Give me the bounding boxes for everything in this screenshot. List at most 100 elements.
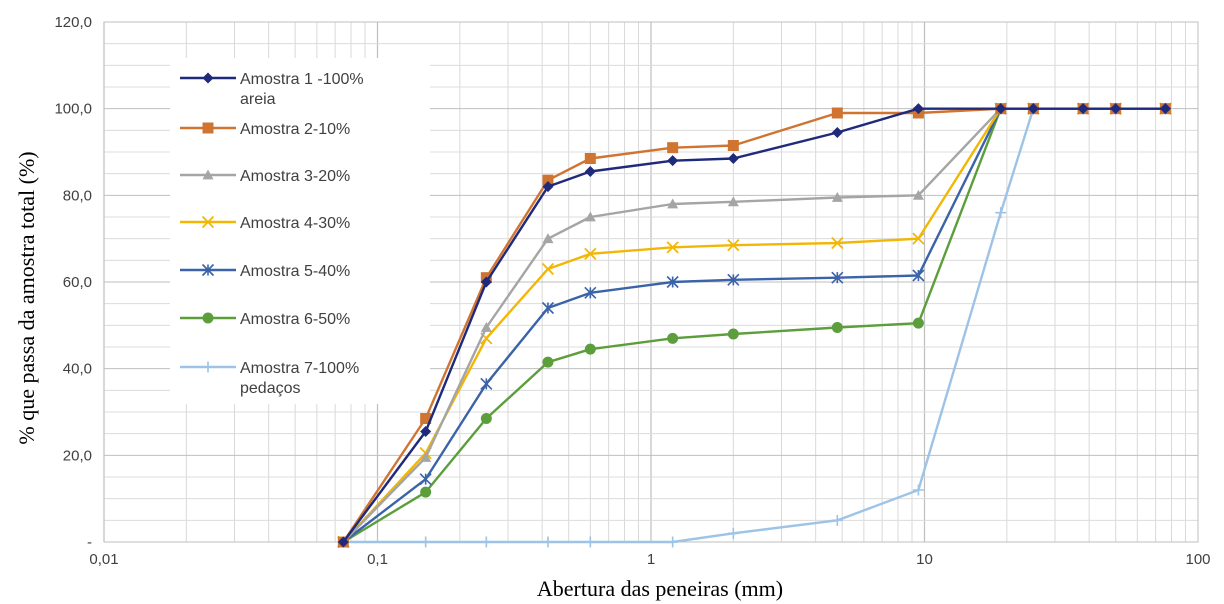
legend-item: Amostra 2-10%: [180, 121, 350, 138]
data-point: [1110, 103, 1122, 115]
data-point: [727, 140, 739, 151]
data-point: [542, 536, 554, 548]
data-point: [584, 247, 597, 260]
data-point: [831, 514, 843, 526]
data-point: [831, 322, 843, 333]
legend-item: Amostra 3-20%: [180, 168, 350, 185]
data-point: [727, 273, 740, 286]
data-point: [667, 142, 679, 154]
data-point: [541, 301, 555, 315]
legend-item: Amostra 6-50%: [180, 311, 350, 328]
y-tick-label: 40,0: [63, 361, 92, 378]
legend-box: [170, 58, 430, 404]
data-point: [727, 239, 740, 252]
data-point: [831, 236, 844, 250]
x-axis-ticks: 0,01 0,1 1 10 100: [89, 551, 1210, 568]
data-point: [667, 155, 679, 167]
data-point: [995, 103, 1007, 115]
data-point: [584, 153, 596, 164]
data-point: [667, 332, 679, 344]
data-point: [584, 286, 597, 299]
legend-label: Amostra 7-100% pedaços: [240, 360, 359, 397]
series-line: [342, 107, 1166, 543]
x-tick-label: 0,01: [89, 551, 118, 568]
data-point: [420, 486, 432, 498]
y-tick-label: 20,0: [63, 447, 92, 464]
legend-marker: [202, 72, 214, 84]
legend-marker: [202, 122, 214, 134]
data-point: [912, 317, 924, 329]
data-point: [912, 484, 924, 496]
legend-marker: [201, 263, 215, 277]
data-point: [480, 536, 492, 548]
data-point: [584, 211, 596, 222]
legend-label: Amostra 3-20%: [240, 168, 350, 185]
legend-marker: [202, 312, 214, 324]
y-axis-title: % que passa da amostra total (%): [14, 151, 39, 444]
legend-label: Amostra 6-50%: [240, 311, 350, 328]
data-point: [667, 536, 679, 548]
y-tick-label: 100,0: [54, 101, 92, 118]
y-tick-label: 60,0: [63, 274, 92, 291]
series-amostra-1: [337, 103, 1171, 548]
legend-label: Amostra 5-40%: [240, 263, 350, 280]
data-point: [727, 196, 739, 207]
legend-item: Amostra 5-40%: [180, 263, 350, 280]
data-point: [912, 189, 924, 200]
legend-label: Amostra 4-30%: [240, 215, 350, 232]
data-point: [667, 198, 679, 209]
data-point: [480, 276, 492, 288]
legend-marker: [201, 215, 215, 229]
data-point: [584, 536, 596, 548]
data-point: [912, 103, 924, 115]
data-point: [1027, 103, 1039, 115]
x-tick-label: 1: [647, 551, 655, 568]
legend-marker: [202, 361, 214, 373]
y-tick-label: -: [87, 534, 92, 551]
legend-label: Amostra 2-10%: [240, 121, 350, 138]
data-point: [420, 426, 432, 437]
legend-marker: [202, 169, 214, 180]
data-point: [727, 527, 739, 539]
data-point: [995, 207, 1007, 219]
data-point: [420, 413, 432, 424]
series-amostra-3: [337, 103, 1171, 547]
y-tick-label: 80,0: [63, 187, 92, 204]
data-point: [480, 377, 493, 390]
x-tick-label: 100: [1185, 551, 1210, 568]
data-point: [420, 452, 432, 462]
legend-item: Amostra 4-30%: [180, 215, 350, 232]
data-point: [1159, 103, 1171, 115]
data-point: [912, 232, 925, 245]
data-point: [666, 275, 679, 289]
x-tick-label: 0,1: [367, 551, 388, 568]
data-point: [727, 153, 739, 164]
data-point: [831, 192, 843, 202]
data-point: [831, 127, 843, 138]
data-point: [420, 536, 432, 548]
data-point: [831, 107, 843, 119]
data-point: [831, 271, 844, 284]
data-point: [1077, 103, 1089, 115]
data-point: [584, 166, 596, 177]
data-point: [419, 473, 432, 486]
data-point: [666, 241, 679, 254]
data-point: [337, 536, 349, 548]
data-point: [542, 233, 554, 244]
data-point: [480, 322, 492, 332]
x-tick-label: 10: [916, 551, 933, 568]
data-point: [542, 181, 554, 193]
series-layer: [337, 102, 1172, 549]
legend-item: Amostra 7-100% pedaços: [180, 360, 359, 397]
data-point: [542, 174, 554, 186]
legend-item: Amostra 1 -100% areia: [180, 71, 364, 108]
x-axis-title: Abertura das peneiras (mm): [537, 576, 783, 601]
data-point: [480, 413, 492, 424]
data-point: [541, 262, 555, 276]
data-point: [727, 328, 739, 340]
data-point: [542, 356, 554, 368]
y-axis-ticks: - 20,0 40,0 60,0 80,0 100,0 120,0: [54, 14, 92, 551]
data-point: [912, 269, 925, 282]
legend-label: Amostra 1 -100% areia: [240, 71, 364, 108]
